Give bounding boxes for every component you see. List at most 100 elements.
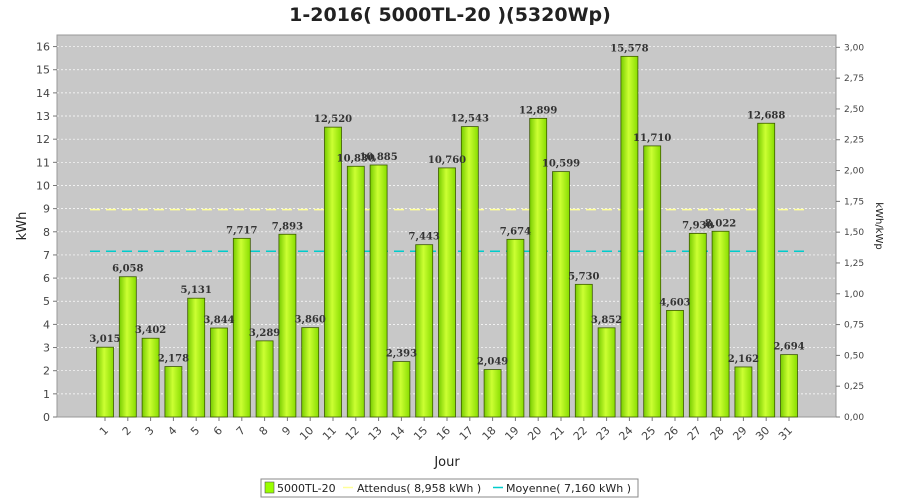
x-tick-label: 21 (548, 424, 567, 443)
bar-value-label: 2,393 (386, 349, 417, 360)
bar-value-label: 12,688 (747, 110, 785, 121)
bar-value-label: 10,760 (428, 155, 466, 166)
x-axis: 1 2 3 4 5 6 7 8 9 10 11 12 13 14 15 16 17 18 19 20 21 22 23 24 2… (97, 417, 795, 443)
chart-title: 1-2016( 5000TL-20 )(5320Wp) (289, 4, 611, 26)
legend-series-label: 5000TL-20 (277, 482, 336, 495)
x-tick-label: 8 (257, 424, 271, 438)
x-tick-label: 17 (457, 424, 476, 443)
bar-value-label: 2,178 (158, 354, 189, 365)
bar-value-label: 12,899 (519, 105, 557, 116)
y-tick-label: 3 (43, 342, 50, 355)
bar (210, 327, 228, 418)
y-tick-label: 1 (43, 388, 50, 401)
x-tick-label: 10 (297, 424, 316, 443)
x-tick-label: 1 (97, 424, 111, 438)
bar-value-label: 7,674 (500, 226, 531, 237)
bar (392, 361, 411, 418)
x-tick-label: 22 (571, 424, 590, 443)
bar (118, 276, 137, 418)
y-tick-label: 10 (36, 179, 50, 192)
bar-value-label: 12,520 (314, 114, 352, 125)
y-right-tick-label: 2,50 (844, 105, 864, 115)
bar (232, 237, 251, 418)
bar (574, 283, 593, 418)
x-tick-label: 15 (411, 424, 430, 443)
bar (780, 354, 798, 418)
y-right-tick-label: 2,75 (844, 74, 864, 84)
bar-value-label: 8,022 (705, 218, 736, 229)
x-tick-label: 23 (594, 424, 613, 443)
y-tick-label: 8 (43, 226, 50, 239)
bar (666, 310, 684, 418)
legend-swatch-series (264, 481, 275, 494)
bar-value-label: 3,015 (89, 334, 120, 345)
bar (734, 366, 753, 418)
bar-value-label: 5,730 (568, 271, 599, 282)
bar-value-label: 2,049 (477, 357, 508, 368)
bar (757, 122, 776, 418)
bar (643, 145, 662, 418)
x-tick-label: 19 (502, 424, 521, 443)
y-right-tick-label: 0,75 (844, 321, 864, 331)
bar-value-label: 12,543 (451, 114, 489, 125)
x-tick-label: 24 (616, 424, 635, 443)
x-tick-label: 5 (188, 424, 202, 438)
y-tick-label: 7 (43, 249, 50, 262)
bar (369, 164, 388, 418)
y-tick-label: 0 (43, 411, 50, 424)
bar-value-label: 3,860 (295, 315, 326, 326)
bar-value-label: 7,893 (272, 221, 303, 232)
bar-value-label: 3,844 (203, 315, 234, 326)
bar (301, 327, 320, 418)
y-right-tick-label: 2,00 (844, 167, 864, 177)
bar-value-label: 7,443 (409, 232, 440, 243)
bar (187, 297, 206, 418)
bar-value-label: 10,830 (337, 153, 375, 164)
y-tick-label: 15 (36, 64, 50, 77)
legend: 5000TL-20 Attendus( 8,958 kWh ) Moyenne(… (260, 478, 639, 498)
x-tick-label: 30 (753, 424, 772, 443)
bar-value-label: 2,694 (773, 342, 804, 353)
y-tick-label: 11 (36, 156, 50, 169)
x-tick-label: 7 (234, 424, 248, 438)
bar-value-label: 15,578 (610, 43, 648, 54)
x-tick-label: 26 (662, 424, 681, 443)
y-tick-label: 2 (43, 365, 50, 378)
bar (506, 238, 525, 418)
x-tick-label: 20 (525, 424, 544, 443)
bar (438, 167, 456, 418)
x-tick-label: 18 (480, 424, 499, 443)
bar-value-label: 2,162 (728, 354, 759, 365)
y-axis-label: kWh (15, 212, 30, 241)
bar (688, 233, 707, 418)
bar (620, 55, 639, 418)
bar (597, 327, 616, 418)
y-right-tick-label: 0,00 (844, 413, 864, 423)
y-tick-label: 16 (36, 41, 50, 54)
y-right-tick-label: 1,50 (844, 228, 864, 238)
y-right-tick-label: 1,00 (844, 290, 864, 300)
x-tick-label: 14 (388, 424, 407, 443)
bar-value-label: 6,058 (112, 264, 143, 275)
x-tick-label: 6 (211, 424, 225, 438)
x-tick-label: 12 (343, 424, 362, 443)
y-tick-label: 4 (43, 318, 50, 331)
x-tick-label: 29 (730, 424, 749, 443)
y-tick-label: 9 (43, 203, 50, 216)
bar (141, 337, 160, 418)
bar-value-label: 11,710 (633, 133, 671, 144)
bar-value-label: 3,402 (135, 325, 166, 336)
y-right-tick-label: 0,25 (844, 382, 864, 392)
x-tick-label: 4 (165, 424, 179, 438)
bar (346, 165, 365, 418)
x-tick-label: 16 (434, 424, 453, 443)
legend-box (260, 478, 639, 498)
x-tick-label: 11 (320, 424, 339, 443)
y-tick-label: 5 (43, 295, 50, 308)
bar-value-label: 3,852 (591, 315, 622, 326)
bar-value-label: 7,717 (226, 225, 257, 236)
bar-value-label: 4,603 (659, 297, 690, 308)
bar (415, 244, 434, 418)
